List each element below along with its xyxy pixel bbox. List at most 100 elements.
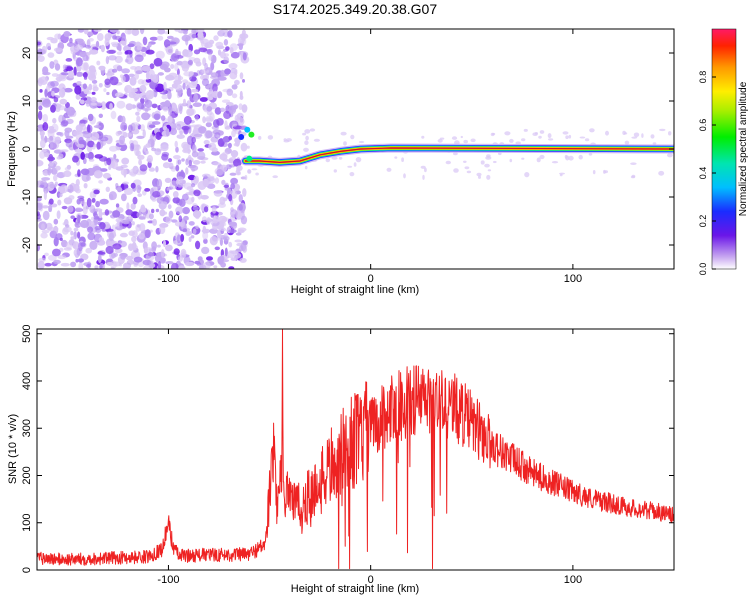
noise-blob (156, 35, 164, 41)
noise-blob (509, 158, 513, 163)
noise-blob (38, 257, 46, 262)
noise-blob (155, 50, 165, 60)
colorbar-tick-label: 0.8 (698, 71, 708, 84)
noise-blob (41, 205, 50, 209)
noise-blob (114, 248, 123, 254)
noise-blob (87, 232, 96, 241)
noise-blob (167, 41, 177, 45)
noise-blob (239, 257, 247, 263)
noise-blob (283, 139, 290, 143)
noise-blob (186, 231, 193, 235)
noise-blob (136, 135, 145, 139)
noise-blob (44, 262, 52, 267)
noise-blob (156, 178, 163, 189)
noise-blob (227, 142, 232, 149)
noise-blob (93, 29, 102, 32)
noise-blob (589, 128, 595, 133)
noise-blob (83, 29, 89, 35)
noise-blob (193, 133, 203, 137)
noise-blob (83, 131, 93, 139)
noise-blob (221, 179, 226, 186)
noise-blob (167, 48, 173, 54)
y-tick-label: -10 (21, 189, 33, 205)
noise-blob (153, 113, 161, 120)
noise-blob (658, 170, 665, 176)
x-tick-label: -100 (157, 273, 179, 285)
noise-blob (55, 165, 61, 171)
noise-blob (214, 132, 221, 139)
noise-blob (129, 76, 137, 86)
noise-blob (98, 209, 103, 219)
noise-blob (126, 255, 134, 261)
noise-blob (167, 158, 173, 163)
noise-blob (69, 37, 73, 44)
noise-blob (604, 170, 608, 174)
noise-blob (49, 61, 55, 69)
noise-blob (63, 87, 73, 93)
noise-blob (161, 94, 169, 100)
noise-blob (140, 124, 145, 132)
noise-blob (97, 251, 104, 255)
noise-blob (192, 102, 202, 107)
noise-blob (122, 181, 129, 185)
noise-blob (565, 155, 570, 161)
noise-blob (44, 88, 48, 98)
noise-blob (82, 83, 87, 90)
noise-blob (159, 209, 166, 217)
noise-blob (139, 223, 146, 232)
noise-blob (135, 70, 143, 75)
noise-blob (214, 107, 222, 115)
noise-blob (77, 214, 81, 224)
noise-blob (187, 154, 192, 162)
noise-blob (58, 88, 66, 98)
noise-blob (562, 131, 569, 135)
noise-blob (78, 136, 84, 145)
noise-blob (209, 236, 218, 246)
noise-blob (149, 261, 154, 269)
noise-blob (121, 68, 130, 74)
noise-blob (37, 128, 45, 132)
noise-blob (124, 87, 128, 93)
noise-blob (521, 157, 525, 160)
noise-blob (139, 29, 145, 35)
noise-blob (183, 30, 188, 35)
noise-blob (624, 132, 628, 135)
noise-blob (65, 58, 73, 62)
noise-blob (106, 49, 116, 54)
noise-blob (466, 170, 472, 174)
noise-blob (94, 226, 101, 231)
noise-blob (145, 90, 155, 100)
noise-blob (161, 153, 169, 161)
noise-blob (99, 265, 103, 269)
noise-blob (50, 38, 58, 44)
noise-blob (62, 170, 72, 177)
noise-blob (59, 184, 69, 194)
noise-blob (60, 262, 70, 267)
noise-blob (99, 222, 106, 230)
noise-blob (119, 232, 128, 238)
noise-blob (126, 202, 130, 211)
noise-blob (183, 217, 189, 221)
noise-blob (65, 241, 73, 250)
noise-blob (47, 254, 57, 261)
noise-blob (114, 35, 122, 41)
noise-blob (65, 224, 70, 228)
noise-blob (56, 156, 62, 160)
x-tick-label: -100 (157, 574, 179, 586)
noise-blob (38, 105, 43, 111)
noise-blob (131, 29, 140, 36)
carrier-blob (246, 155, 253, 162)
noise-blob (105, 72, 115, 76)
noise-blob (144, 229, 151, 239)
noise-blob (217, 237, 221, 241)
noise-blob (451, 136, 458, 140)
noise-blob (176, 123, 182, 131)
noise-blob (39, 184, 45, 188)
noise-blob (95, 200, 100, 208)
noise-blob (190, 124, 200, 128)
noise-blob (160, 249, 165, 258)
noise-blob (213, 35, 219, 41)
noise-blob (109, 29, 119, 33)
noise-blob (212, 215, 219, 224)
noise-blob (238, 204, 243, 211)
